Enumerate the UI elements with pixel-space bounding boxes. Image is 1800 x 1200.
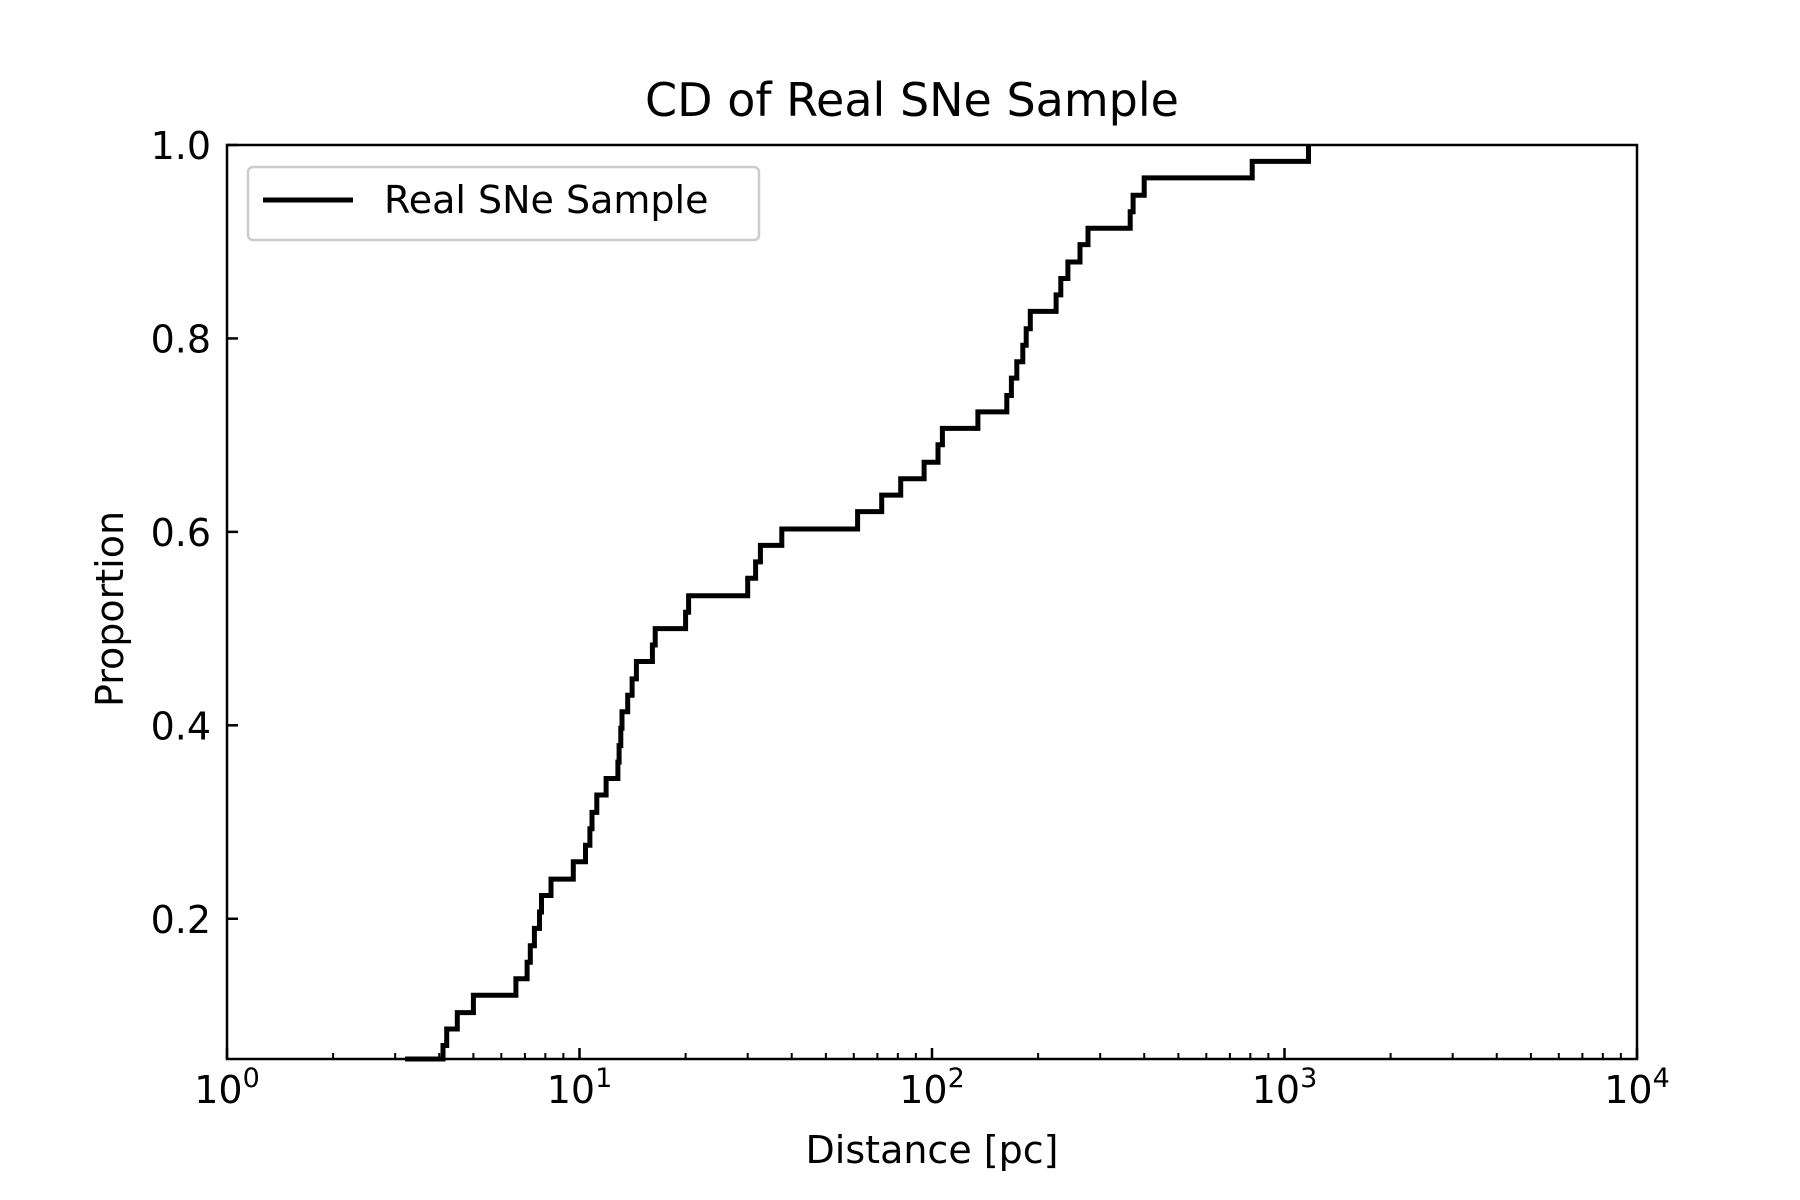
x-tick-label-1: 101 (547, 1063, 613, 1112)
x-axis: 100 101 102 103 104 (194, 1048, 1670, 1112)
x-tick-label-3: 103 (1252, 1063, 1318, 1112)
chart-title: CD of Real SNe Sample (645, 73, 1179, 127)
legend: Real SNe Sample (246, 165, 761, 242)
legend-label: Real SNe Sample (384, 178, 708, 222)
series-line-0 (405, 145, 1311, 1062)
x-tick-label-4: 104 (1604, 1063, 1670, 1112)
x-tick-label-0: 100 (194, 1063, 260, 1112)
x-tick-label-2: 102 (899, 1063, 965, 1112)
y-tick-label-1: 0.4 (151, 704, 211, 748)
y-axis: 0.2 0.4 0.6 0.8 1.0 (151, 124, 238, 942)
y-tick-label-4: 1.0 (151, 124, 211, 168)
y-tick-label-2: 0.6 (151, 511, 211, 555)
plot-layer (405, 145, 1311, 1062)
y-axis-label: Proportion (88, 511, 132, 707)
y-tick-label-0: 0.2 (151, 898, 211, 942)
x-axis-label: Distance [pc] (806, 1128, 1059, 1172)
legend-box (246, 165, 761, 242)
y-tick-label-3: 0.8 (151, 317, 211, 361)
